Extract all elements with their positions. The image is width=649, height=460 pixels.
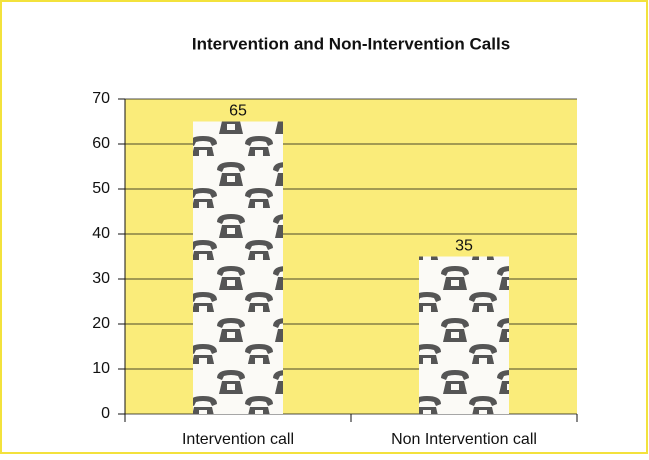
- bar-pattern: [419, 256, 509, 414]
- value-label: 35: [455, 238, 473, 255]
- bar-pattern: [193, 121, 283, 414]
- y-tick-label: 60: [92, 135, 110, 152]
- y-tick-label: 20: [92, 315, 110, 332]
- y-tick-label: 70: [92, 90, 110, 107]
- y-tick-label: 0: [101, 405, 110, 422]
- plot-area: [125, 99, 577, 414]
- y-tick-label: 30: [92, 270, 110, 287]
- chart-title: Intervention and Non-Intervention Calls: [192, 34, 510, 53]
- y-tick-label: 50: [92, 180, 110, 197]
- y-tick-label: 40: [92, 225, 110, 242]
- x-tick-label: Non Intervention call: [391, 431, 537, 448]
- x-tick-label: Intervention call: [182, 431, 294, 448]
- value-label: 65: [229, 103, 247, 120]
- y-tick-label: 10: [92, 360, 110, 377]
